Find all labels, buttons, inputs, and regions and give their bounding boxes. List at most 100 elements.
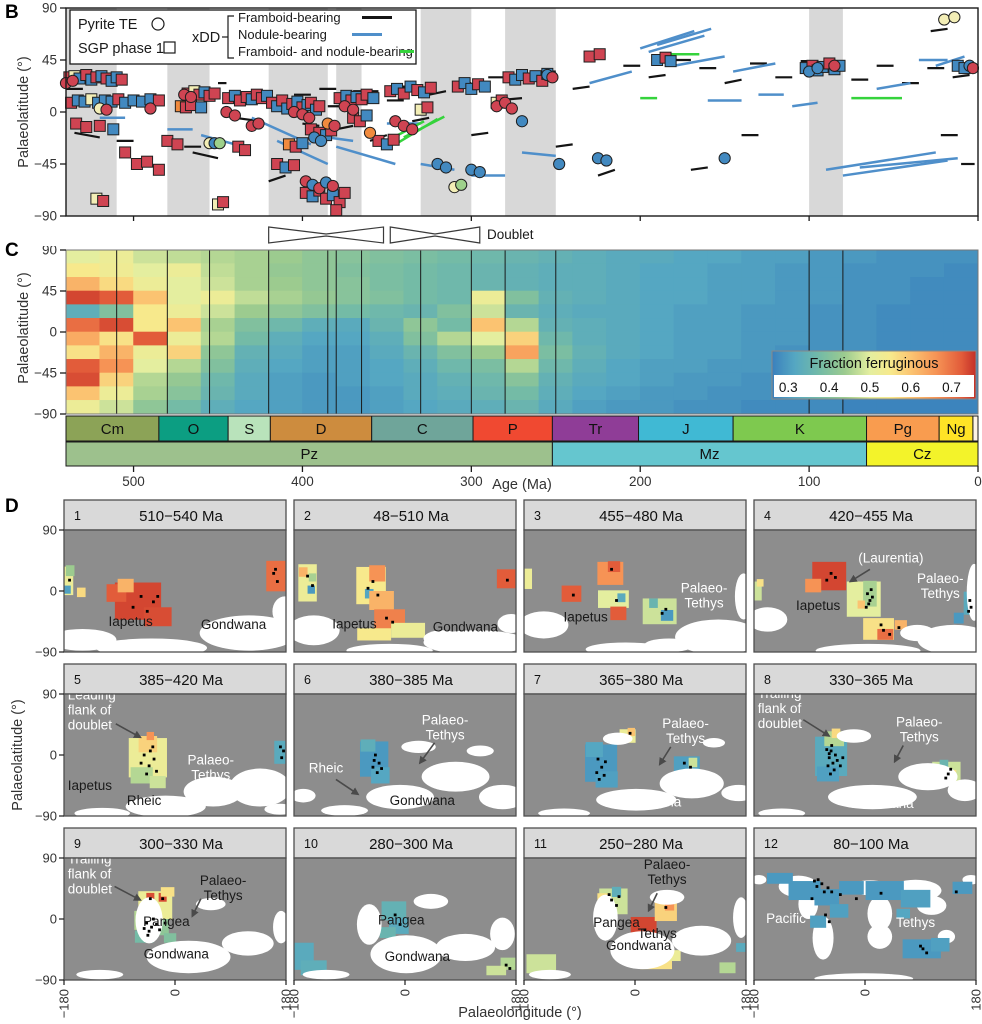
era-Cz bbox=[866, 441, 979, 467]
sample-dot bbox=[147, 764, 151, 768]
era-Pz bbox=[65, 441, 553, 467]
era-label: Cz bbox=[913, 446, 931, 463]
map-x-tick: 0 bbox=[628, 989, 643, 996]
facet-map: Rheic Palaeo-Tethys Gondwana bbox=[294, 694, 516, 816]
map-label: Iapetus bbox=[68, 778, 113, 793]
sample-dot bbox=[146, 933, 150, 937]
landmass bbox=[966, 563, 976, 621]
era-label: Pz bbox=[300, 446, 318, 463]
sample-dot bbox=[148, 749, 152, 753]
landmass bbox=[593, 894, 618, 941]
map-y-tick: −90 bbox=[35, 809, 57, 824]
facet-title: 280−300 Ma bbox=[369, 836, 453, 853]
sample-dot bbox=[864, 605, 868, 609]
heat-patch bbox=[617, 593, 626, 603]
sample-dot bbox=[610, 898, 613, 902]
heat-patch bbox=[754, 581, 762, 601]
age-tick-label: 200 bbox=[629, 474, 652, 489]
panel-b-label: B bbox=[5, 2, 19, 23]
sample-dot bbox=[604, 760, 607, 764]
sample-dot bbox=[643, 928, 647, 932]
sample-dot bbox=[816, 878, 820, 882]
sample-dot bbox=[815, 885, 819, 888]
period-label: Ng bbox=[946, 421, 965, 438]
annotation-arrow bbox=[848, 568, 871, 583]
sample-dot bbox=[664, 906, 668, 909]
facet-title: 385−420 Ma bbox=[139, 672, 223, 689]
landmass bbox=[221, 931, 274, 956]
landmass bbox=[466, 745, 494, 757]
facet-9: 9 300−330 Ma Trailing flank of doublet Palaeo… bbox=[35, 827, 294, 1018]
map-x-tick: 0 bbox=[398, 989, 413, 996]
panel-b-y-tick: 45 bbox=[42, 53, 57, 68]
landmass bbox=[659, 768, 724, 799]
map-label: Palaeo-Tethys bbox=[896, 715, 943, 745]
facet-5: 5 385−420 Ma Leading flank of doublet Iapetus… bbox=[35, 663, 287, 824]
landmass bbox=[401, 740, 436, 753]
landmass bbox=[183, 776, 243, 807]
age-tick-label: 300 bbox=[460, 474, 483, 489]
heat-patch bbox=[939, 759, 949, 770]
heat-patch bbox=[391, 622, 426, 638]
landmass bbox=[497, 614, 516, 634]
sample-dot bbox=[380, 767, 383, 770]
sample-dot bbox=[376, 593, 380, 597]
sample-dot bbox=[372, 759, 376, 762]
facet-map: Palaeo-Tethys Gondwana bbox=[524, 694, 746, 816]
facet-1: 1 510−540 Ma Iapetus Gondwana 90 0 −90 bbox=[35, 499, 287, 660]
heat-patch bbox=[831, 728, 841, 739]
heat-patch bbox=[611, 886, 622, 897]
heat-patch bbox=[607, 561, 621, 573]
landmass bbox=[366, 784, 434, 810]
sample-dot bbox=[660, 611, 664, 615]
sample-dot bbox=[147, 929, 151, 933]
panel-c-y-tick: −45 bbox=[34, 366, 57, 381]
landmass bbox=[828, 784, 917, 810]
landmass bbox=[421, 761, 490, 792]
sample-dot bbox=[600, 765, 604, 769]
longitude-axis-label: Palaeolongitude (°) bbox=[458, 1005, 582, 1021]
facet-map: (Laurentia) Palaeo-Tethys Iapetus bbox=[754, 530, 976, 652]
facet-number: 1 bbox=[74, 509, 81, 523]
legend-square-glyph bbox=[163, 41, 176, 54]
panel-b-y-tick: 90 bbox=[42, 1, 57, 16]
heat-patch bbox=[839, 881, 864, 895]
map-x-tick: 180 bbox=[969, 989, 982, 1011]
heat-patch bbox=[736, 943, 746, 952]
landmass bbox=[947, 779, 976, 802]
sample-dot bbox=[151, 745, 155, 749]
panel-b-y-tick: −90 bbox=[34, 209, 57, 224]
sample-dot bbox=[150, 925, 153, 929]
sample-dot bbox=[879, 623, 883, 627]
sample-dot bbox=[145, 609, 149, 613]
landmass bbox=[125, 795, 206, 816]
map-label: Iapetus bbox=[332, 616, 377, 631]
heat-patch bbox=[524, 568, 533, 589]
sample-dot bbox=[152, 600, 155, 604]
map-label: Iapetus bbox=[564, 610, 609, 625]
map-label: Palaeo-Tethys bbox=[200, 873, 247, 903]
heat-patch bbox=[266, 560, 286, 592]
age-tick-label: 400 bbox=[291, 474, 314, 489]
map-label: Gondwana bbox=[848, 796, 914, 811]
sample-dot bbox=[374, 753, 377, 757]
period-label: J bbox=[682, 421, 690, 438]
sample-dot bbox=[829, 749, 833, 753]
panel-b-legend: Pyrite TE SGP phase 1 xDD Framboid-bearing N… bbox=[69, 9, 417, 65]
map-label: Pangea bbox=[143, 914, 190, 929]
landmass bbox=[900, 624, 935, 642]
heat-patch bbox=[664, 900, 675, 911]
sample-dot bbox=[393, 913, 397, 917]
landmass bbox=[294, 788, 316, 803]
landmass bbox=[867, 895, 893, 932]
sample-dot bbox=[279, 745, 282, 749]
sample-dot bbox=[595, 771, 599, 775]
landmass bbox=[96, 638, 208, 652]
map-label: Pangea bbox=[593, 915, 640, 930]
period-label: Tr bbox=[589, 421, 603, 438]
heat-patch bbox=[274, 740, 286, 764]
facet-title: 48−510 Ma bbox=[373, 508, 449, 525]
facet-7: 7 365−380 Ma Palaeo-Tethys Gondwana bbox=[523, 663, 747, 817]
sample-dot bbox=[508, 967, 512, 970]
